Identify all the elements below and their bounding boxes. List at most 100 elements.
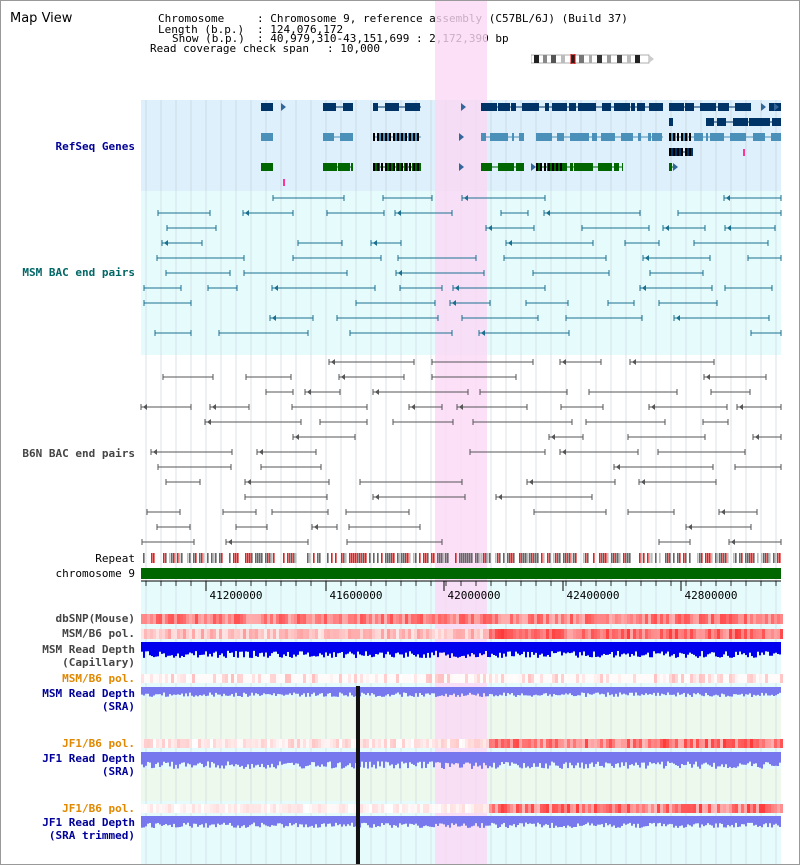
jf1-sra-depth (465, 752, 467, 763)
dbsnp-heat (468, 614, 471, 624)
jf1-trimmed-depth (305, 816, 307, 825)
jf1-b6-pol-heat (615, 739, 618, 748)
track-label-msm-b6-pol-2[interactable]: MSM/B6 pol. (62, 672, 135, 685)
msm-capillary-depth (687, 642, 689, 655)
show-key: Show (b.p.) (172, 32, 245, 45)
dbsnp-heat (363, 614, 366, 624)
dbsnp-heat (507, 614, 510, 624)
dbsnp-heat (765, 614, 768, 624)
repeat-element (717, 553, 719, 563)
msm-b6-pol-2-heat (486, 674, 489, 683)
msm-b6-pol-2-heat (717, 674, 720, 683)
msm-capillary-depth (209, 642, 211, 654)
jf1-sra-depth (229, 752, 231, 766)
dbsnp-heat (309, 614, 312, 624)
msm-sra-depth (267, 687, 269, 695)
jf1-sra-depth (141, 752, 143, 765)
jf1-sra-depth (621, 752, 623, 763)
track-label-jf1-depth-trimmed[interactable]: JF1 Read Depth (42, 816, 135, 829)
msm-sra-depth (493, 687, 495, 697)
chromosome-ideogram[interactable] (531, 54, 655, 64)
jf1-b6-pol-heat (267, 739, 270, 748)
jf1-b6-pol-heat (759, 739, 762, 748)
track-label-msm-depth-capillary[interactable]: MSM Read Depth (42, 643, 135, 656)
repeat-element (519, 553, 521, 563)
msm-capillary-depth (381, 642, 383, 653)
track-label-jf1-b6-pol[interactable]: JF1/B6 pol. (62, 737, 135, 750)
msm-capillary-depth (405, 642, 407, 653)
msm-b6-pol-heat (414, 629, 417, 639)
track-label-dbsnp[interactable]: dbSNP(Mouse) (55, 612, 135, 625)
jf1-b6-pol-heat (282, 739, 285, 748)
msm-sra-depth (243, 687, 245, 693)
msm-b6-pol-2-heat (333, 674, 336, 683)
dbsnp-heat (633, 614, 636, 624)
jf1-b6-pol-2-heat (624, 804, 627, 813)
repeat-element (463, 553, 465, 563)
jf1-sra-depth (269, 752, 271, 768)
jf1-trimmed-depth (479, 816, 481, 828)
gene-exon (669, 163, 672, 171)
msm-sra-depth (521, 687, 523, 694)
msm-capillary-depth (511, 642, 513, 657)
track-label-b6n-bac[interactable]: B6N BAC end pairs (22, 447, 135, 460)
track-label-msm-bac[interactable]: MSM BAC end pairs (22, 266, 135, 279)
msm-sra-depth (433, 687, 435, 694)
msm-sra-depth (427, 687, 429, 694)
jf1-trimmed-depth (201, 816, 203, 825)
msm-capillary-depth (639, 642, 641, 657)
jf1-sra-depth (331, 752, 333, 769)
track-label-repeat[interactable]: Repeat (95, 552, 135, 565)
jf1-b6-pol-2-heat (213, 804, 216, 813)
jf1-sra-depth (437, 752, 439, 763)
msm-b6-pol-heat (321, 629, 324, 639)
dbsnp-heat (255, 614, 258, 624)
jf1-trimmed-depth (275, 816, 277, 826)
jf1-trimmed-depth (573, 816, 575, 828)
repeat-element (385, 553, 387, 563)
jf1-sra-depth (637, 752, 639, 766)
jf1-b6-pol-heat (522, 739, 525, 748)
b6n-bac-pair-arrow (375, 494, 379, 500)
jf1-sra-depth (403, 752, 405, 764)
jf1-sra-depth (573, 752, 575, 769)
track-label-jf1-b6-pol-2[interactable]: JF1/B6 pol. (62, 802, 135, 815)
jf1-trimmed-depth (609, 816, 611, 825)
jf1-sra-depth (547, 752, 549, 769)
msm-capillary-depth (571, 642, 573, 653)
jf1-trimmed-depth (283, 816, 285, 828)
jf1-trimmed-depth (605, 816, 607, 824)
repeat-element (753, 553, 755, 563)
msm-b6-pol-heat (204, 629, 207, 639)
jf1-trimmed-depth (699, 816, 701, 828)
msm-b6-pol-heat (654, 629, 657, 639)
msm-sra-depth (291, 687, 293, 696)
msm-capillary-depth (193, 642, 195, 656)
jf1-trimmed-depth (503, 816, 505, 823)
jf1-sra-depth (313, 752, 315, 763)
track-label-jf1-depth-sra[interactable]: JF1 Read Depth (42, 752, 135, 765)
track-label-msm-depth-sra[interactable]: MSM Read Depth (42, 687, 135, 700)
gene-exon (598, 163, 612, 171)
jf1-trimmed-depth (395, 816, 397, 826)
msm-sra-depth (731, 687, 733, 697)
jf1-b6-pol-heat (162, 739, 165, 748)
jf1-sra-depth (627, 752, 629, 769)
jf1-b6-pol-2-heat (174, 804, 177, 813)
msm-b6-pol-heat (195, 629, 198, 639)
dbsnp-heat (204, 614, 207, 624)
msm-sra-depth (189, 687, 191, 693)
track-label-refseq[interactable]: RefSeq Genes (55, 140, 135, 153)
jf1-b6-pol-2-heat (747, 804, 750, 813)
msm-b6-pol-heat (465, 629, 468, 639)
dbsnp-heat (756, 614, 759, 624)
track-label-msm-b6-pol[interactable]: MSM/B6 pol. (62, 627, 135, 640)
gene-exon-detail (409, 163, 411, 171)
msm-sra-depth (755, 687, 757, 696)
msm-capillary-depth (183, 642, 185, 658)
jf1-sra-depth (451, 752, 453, 764)
msm-sra-depth (691, 687, 693, 697)
msm-bac-pair-arrow (164, 240, 168, 246)
jf1-b6-pol-heat (402, 739, 405, 748)
